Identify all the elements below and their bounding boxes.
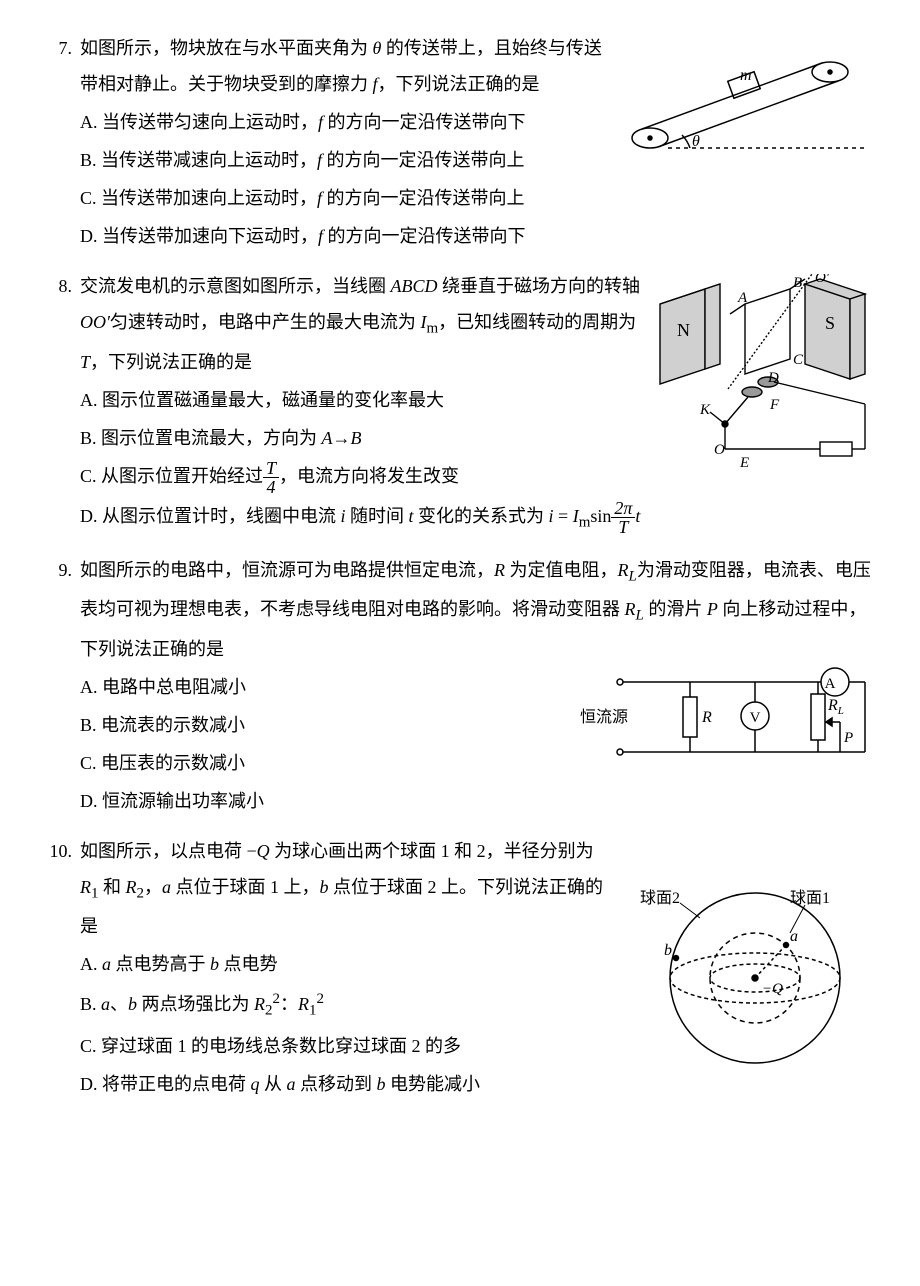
label-N: N — [677, 320, 690, 340]
label-K: K — [699, 402, 711, 418]
label-source: 恒流源 — [580, 708, 628, 726]
q9-option-d: D. 恒流源输出功率减小 — [80, 783, 880, 819]
label-P: P — [843, 730, 853, 746]
label-D: D — [767, 370, 779, 386]
label-R: R — [701, 709, 712, 726]
label-A-meter: A — [825, 676, 836, 692]
label-RL: RL — [827, 697, 844, 717]
figure-q9: A V R RL P 恒流源 — [580, 662, 880, 772]
q10-option-d: D. 将带正电的点电荷 q 从 a 点移动到 b 电势能减小 — [80, 1066, 610, 1102]
q7-option-b: B. 当传送带减速向上运动时，f 的方向一定沿传送带向上 — [80, 142, 610, 178]
q7-number: 7. — [40, 30, 80, 66]
q9-number: 9. — [40, 552, 80, 588]
label-S: S — [825, 313, 835, 333]
label-sphere2: 球面2 — [640, 889, 680, 907]
q7-option-d: D. 当传送带加速向下运动时，f 的方向一定沿传送带向下 — [80, 218, 610, 254]
q10-option-b: B. a、b 两点场强比为 R22：R12 — [80, 984, 610, 1026]
question-7: m θ 7. 如图所示，物块放在与水平面夹角为 θ 的传送带上，且始终与传送带相… — [40, 30, 880, 254]
label-sphere1: 球面1 — [790, 889, 830, 907]
q10-option-a: A. a 点电势高于 b 点电势 — [80, 946, 610, 982]
label-B: B — [793, 275, 802, 291]
label-m: m — [740, 67, 752, 84]
q8-option-d: D. 从图示位置计时，线圈中电流 i 随时间 t 变化的关系式为 i = Ims… — [80, 498, 880, 538]
question-10: 球面1 球面2 a b −Q 10. 如图所示，以点电荷 −Q 为球心画出两个球… — [40, 833, 880, 1102]
label-O: O — [714, 442, 725, 458]
label-theta: θ — [692, 133, 700, 150]
label-F: F — [769, 397, 780, 413]
label-Q: −Q — [762, 981, 783, 997]
label-A: A — [737, 290, 748, 306]
question-8: N S A B C D O′ O E F K 8. 交流发电机的示意图如图所示，… — [40, 268, 880, 538]
label-b: b — [664, 942, 672, 959]
label-Op: O′ — [815, 274, 830, 286]
q9-stem: 如图所示的电路中，恒流源可为电路提供恒定电流，R 为定值电阻，RL为滑动变阻器，… — [80, 552, 880, 667]
figure-q7: m θ — [620, 50, 880, 170]
q8-number: 8. — [40, 268, 80, 304]
label-E: E — [739, 455, 749, 471]
q7-option-a: A. 当传送带匀速向上运动时，f 的方向一定沿传送带向下 — [80, 104, 610, 140]
label-C: C — [793, 352, 804, 368]
question-9: A V R RL P 恒流源 9. 如图所示的电路中，恒流源可为电路提供恒定电流… — [40, 552, 880, 819]
q7-option-c: C. 当传送带加速向上运动时，f 的方向一定沿传送带向上 — [80, 180, 610, 216]
figure-q10: 球面1 球面2 a b −Q — [620, 863, 880, 1073]
label-V-meter: V — [750, 710, 761, 726]
figure-q8: N S A B C D O′ O E F K — [650, 274, 880, 474]
q10-number: 10. — [40, 833, 80, 869]
q10-option-c: C. 穿过球面 1 的电场线总条数比穿过球面 2 的多 — [80, 1028, 610, 1064]
